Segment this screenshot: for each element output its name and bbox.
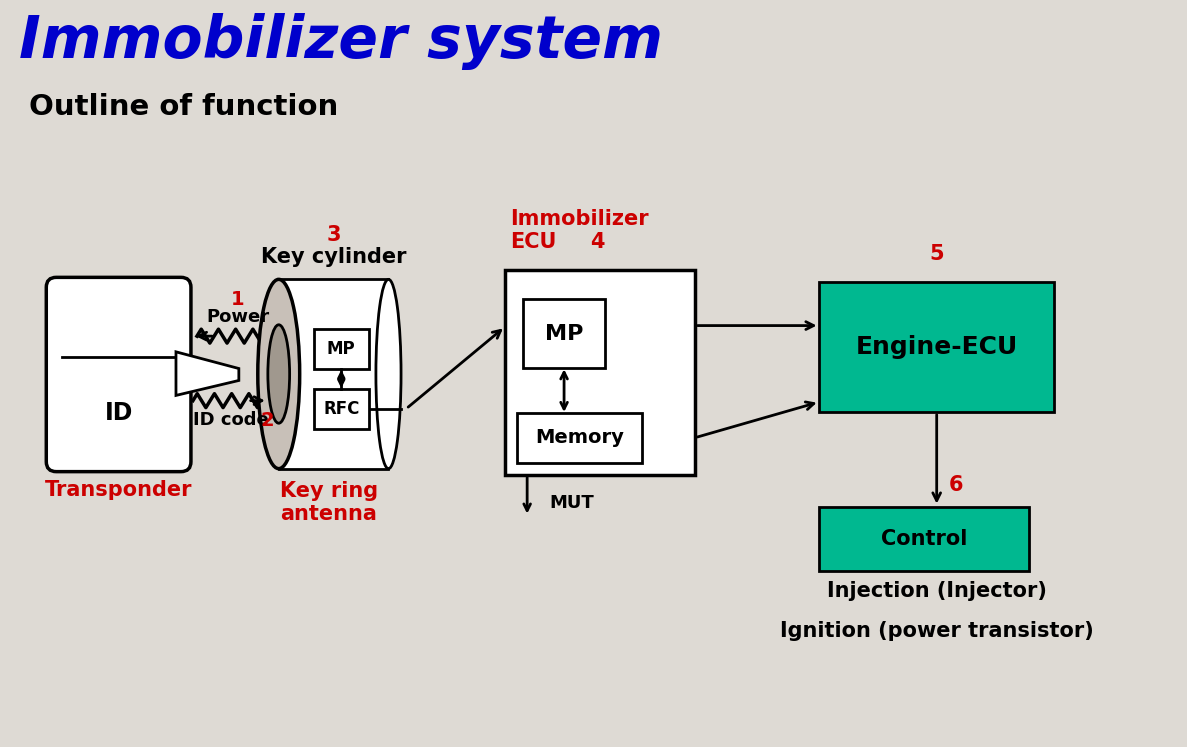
Bar [518,413,642,462]
Text: Immobilizer system: Immobilizer system [19,13,664,70]
Text: Engine-ECU: Engine-ECU [856,335,1017,359]
Text: ECU: ECU [510,232,557,252]
Ellipse shape [268,325,290,424]
Text: MP: MP [545,323,583,344]
Text: Injection (Injector): Injection (Injector) [827,581,1047,601]
Text: Control: Control [881,529,967,549]
Bar [279,279,388,468]
Text: Immobilizer: Immobilizer [510,208,649,229]
Text: MUT: MUT [550,494,594,512]
Text: 6: 6 [948,474,963,495]
Text: ID code: ID code [193,411,268,429]
Text: 4: 4 [590,232,604,252]
Ellipse shape [258,279,299,468]
Bar [313,389,369,429]
FancyBboxPatch shape [46,277,191,471]
Text: 3: 3 [326,226,341,246]
Bar [819,506,1029,571]
Text: Power: Power [207,309,269,326]
Text: Transponder: Transponder [45,480,192,500]
Text: MP: MP [326,340,356,358]
Text: Key cylinder: Key cylinder [261,247,406,267]
Bar [819,282,1054,412]
Text: 2: 2 [261,411,274,430]
Text: RFC: RFC [323,400,360,418]
Text: Outline of function: Outline of function [30,93,338,121]
Text: Key ring
antenna: Key ring antenna [280,480,377,524]
Text: 5: 5 [929,244,944,264]
Text: Memory: Memory [535,428,624,447]
Text: ID: ID [104,401,133,425]
Polygon shape [176,352,239,395]
Ellipse shape [376,279,401,468]
Bar [506,270,694,474]
Bar [313,329,369,369]
Text: 1: 1 [231,291,245,309]
Text: Ignition (power transistor): Ignition (power transistor) [780,621,1093,641]
Bar [523,299,605,368]
